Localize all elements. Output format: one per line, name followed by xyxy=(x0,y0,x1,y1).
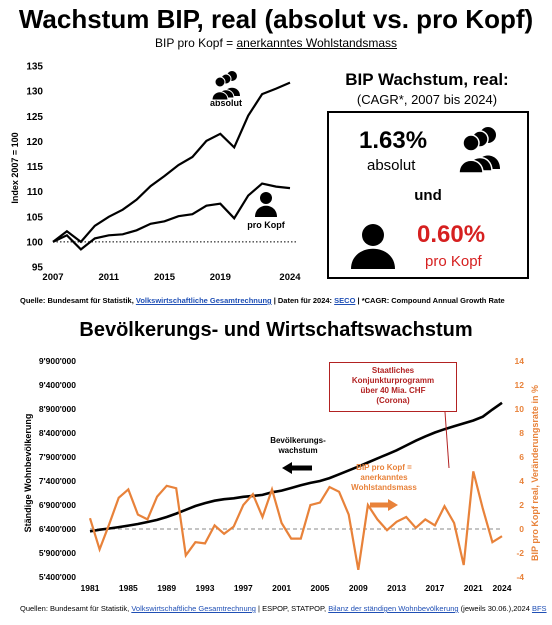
kpi-absolut-label: absolut xyxy=(367,157,416,174)
index-chart-ylabel: Index 2007 = 100 xyxy=(10,132,20,203)
population-chart-axes: 5'400'000 5'900'000 6'400'000 6'900'000 7'40… xyxy=(39,356,524,593)
y-left-tick-label: 6'400'000 xyxy=(39,524,76,534)
series-label-pro-kopf: pro Kopf xyxy=(247,220,285,230)
x-tick-label: 1981 xyxy=(81,583,100,593)
kpi-absolut-value: 1.63% xyxy=(359,127,428,154)
y-right-tick-label: 8 xyxy=(519,428,524,438)
x-tick-label: 2001 xyxy=(272,583,291,593)
y-tick-label: 100 xyxy=(26,237,43,248)
source-note-top: Quelle: Bundesamt für Statistik, Volkswi… xyxy=(20,296,505,305)
x-tick-label: 2005 xyxy=(310,583,329,593)
gdp-annotation: anerkanntes xyxy=(360,473,408,482)
subtitle: BIP pro Kopf = anerkanntes Wohlstandsmas… xyxy=(0,36,552,50)
x-tick-label: 2007 xyxy=(42,272,63,283)
stimulus-pointer-line xyxy=(444,411,450,469)
population-chart-ylabel-left: Ständige Wohnbevölkerung xyxy=(23,414,33,533)
population-chart-lines xyxy=(88,401,503,570)
population-annotation: wachstum xyxy=(277,446,317,455)
y-right-tick-label: 0 xyxy=(519,524,524,534)
y-tick-label: 125 xyxy=(26,112,43,123)
kpi-box: 1.63% absolut und 0.60% pro Kopf xyxy=(327,111,529,279)
stimulus-annotation: Staatliches Konjunkturprogramm über 40 M… xyxy=(329,362,457,412)
y-left-tick-label: 7'900'000 xyxy=(39,452,76,462)
kpi-prokopf-label: pro Kopf xyxy=(425,253,482,270)
gdp-annotation: Wohlstandsmass xyxy=(351,483,417,492)
y-left-tick-label: 7'400'000 xyxy=(39,476,76,486)
section2-title: Bevölkerungs- und Wirtschaftswachstum xyxy=(79,319,473,341)
source-link-bilanz[interactable]: Bilanz der ständigen Wohnbevölkerung xyxy=(328,604,459,613)
kpi-prokopf-value: 0.60% xyxy=(417,221,486,248)
x-tick-label: 2019 xyxy=(210,272,231,283)
y-left-tick-label: 8'400'000 xyxy=(39,428,76,438)
y-right-tick-label: -2 xyxy=(516,548,524,558)
y-right-tick-label: 6 xyxy=(519,452,524,462)
index-chart-labels: absolut pro Kopf xyxy=(210,98,286,230)
y-left-tick-label: 5'400'000 xyxy=(39,572,76,582)
main-title: Wachstum BIP, real (absolut vs. pro Kopf… xyxy=(18,4,534,34)
source-link-seco[interactable]: SECO xyxy=(334,296,356,305)
subtitle-link[interactable]: anerkanntes Wohlstandsmass xyxy=(236,36,398,50)
arrow-right-icon xyxy=(370,499,398,511)
arrow-left-icon xyxy=(282,462,312,474)
x-tick-label: 2009 xyxy=(349,583,368,593)
x-tick-label: 2011 xyxy=(98,272,119,283)
index-chart-axes: 95 100 105 110 115 120 125 130 135 2007 2011 2015 20… xyxy=(26,62,301,284)
person-icon-small xyxy=(255,192,277,217)
index-chart-lines xyxy=(52,81,291,251)
population-chart-labels: Bevölkerungs-wachstum BIP pro Kopf =anerk… xyxy=(270,436,417,492)
population-annotation: Bevölkerungs- xyxy=(270,436,326,445)
population-line xyxy=(89,401,503,533)
people-group-icon xyxy=(458,127,500,174)
series-label-absolut: absolut xyxy=(210,98,242,108)
kpi-title: BIP Wachstum, real: xyxy=(345,70,509,89)
y-right-tick-label: 12 xyxy=(515,380,525,390)
person-icon xyxy=(351,224,395,269)
source-link-bfs[interactable]: BFS xyxy=(531,604,547,613)
y-tick-label: 105 xyxy=(26,212,43,223)
population-chart-ylabel-right: BIP pro Kopf real, Veränderungsrate in % xyxy=(530,385,540,561)
y-tick-label: 115 xyxy=(27,162,44,173)
source-note-bottom: Quellen: Bundesamt für Statistik, Volksw… xyxy=(20,604,547,613)
source-link-vgr-2[interactable]: Volkswirtschaftliche Gesamtrechnung xyxy=(131,604,256,613)
y-right-tick-label: -4 xyxy=(516,572,524,582)
x-tick-label: 1993 xyxy=(196,583,215,593)
series-line-absolut xyxy=(52,81,291,244)
people-group-icon-small xyxy=(211,71,240,101)
y-right-tick-label: 10 xyxy=(515,404,525,414)
x-tick-label: 1989 xyxy=(157,583,176,593)
x-tick-label: 2017 xyxy=(425,583,444,593)
x-tick-label: 2015 xyxy=(154,272,176,283)
y-left-tick-label: 8'900'000 xyxy=(39,404,76,414)
y-tick-label: 95 xyxy=(32,263,44,274)
x-tick-label: 2024 xyxy=(493,583,512,593)
y-left-tick-label: 6'900'000 xyxy=(39,500,76,510)
y-right-tick-label: 4 xyxy=(519,476,524,486)
y-left-tick-label: 9'400'000 xyxy=(39,380,76,390)
x-tick-label: 2013 xyxy=(387,583,406,593)
y-left-tick-label: 5'900'000 xyxy=(39,548,76,558)
gdp-annotation: BIP pro Kopf = xyxy=(356,463,412,472)
y-right-tick-label: 14 xyxy=(515,356,525,366)
x-tick-label: 1997 xyxy=(234,583,253,593)
series-line-pro-kopf xyxy=(52,182,291,251)
y-tick-label: 130 xyxy=(26,87,43,98)
x-tick-label: 1985 xyxy=(119,583,138,593)
x-tick-label: 2024 xyxy=(279,272,301,283)
source-link-vgr[interactable]: Volkswirtschaftliche Gesamtrechnung xyxy=(135,296,272,305)
subtitle-prefix: BIP pro Kopf = xyxy=(154,36,237,50)
y-tick-label: 110 xyxy=(27,187,44,198)
y-right-tick-label: 2 xyxy=(519,500,524,510)
y-tick-label: 120 xyxy=(26,137,43,148)
y-tick-label: 135 xyxy=(26,62,43,73)
x-tick-label: 2021 xyxy=(464,583,483,593)
kpi-connector: und xyxy=(414,187,442,204)
y-left-tick-label: 9'900'000 xyxy=(39,356,76,366)
gdp-per-capita-line xyxy=(88,471,503,570)
kpi-subtitle: (CAGR*, 2007 bis 2024) xyxy=(356,92,498,107)
